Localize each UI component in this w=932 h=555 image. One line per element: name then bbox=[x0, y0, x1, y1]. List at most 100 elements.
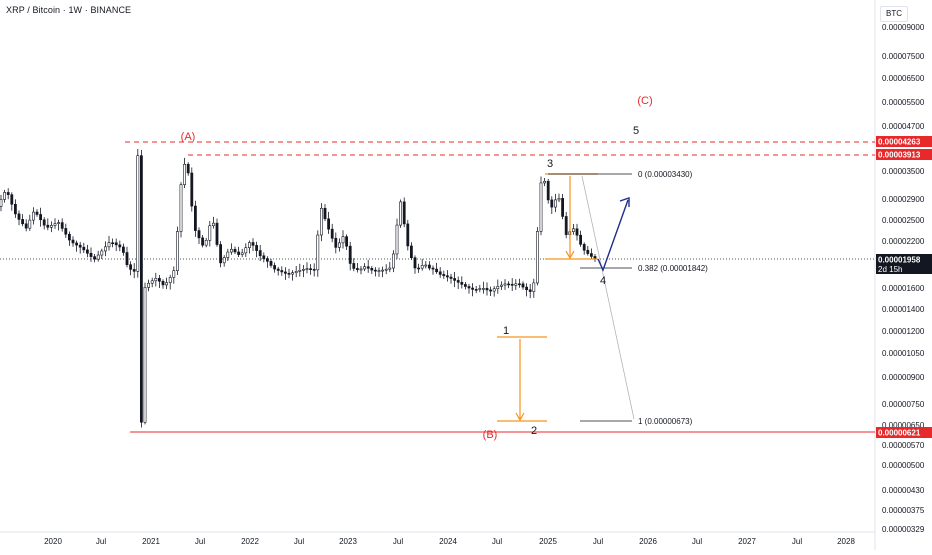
x-tick-label: 2022 bbox=[241, 537, 259, 546]
candle-body bbox=[406, 223, 410, 247]
y-tick-label: 0.00004700 bbox=[882, 122, 925, 131]
x-tick-label: Jul bbox=[593, 537, 603, 546]
candle-body bbox=[481, 288, 485, 290]
y-tick-label: 0.00000900 bbox=[882, 373, 925, 382]
fib-level-label: 1 (0.00000673) bbox=[638, 417, 693, 426]
candle-body bbox=[186, 164, 190, 174]
candle-body bbox=[298, 270, 302, 272]
candle-body bbox=[262, 255, 266, 259]
candle-body bbox=[535, 231, 539, 284]
candle-body bbox=[557, 198, 561, 201]
wave5-arrowhead bbox=[619, 197, 630, 207]
candle-body bbox=[445, 275, 449, 278]
y-tick-label: 0.00009000 bbox=[882, 23, 925, 32]
x-tick-label: 2027 bbox=[738, 537, 756, 546]
candle-body bbox=[503, 283, 507, 286]
candle-body bbox=[453, 278, 457, 281]
x-tick-label: 2025 bbox=[539, 537, 557, 546]
candle-body bbox=[492, 288, 496, 292]
candle-body bbox=[104, 246, 107, 252]
price-tag bbox=[876, 427, 932, 438]
candle-body bbox=[291, 272, 295, 275]
candle-body bbox=[341, 236, 345, 244]
candle-body bbox=[28, 219, 32, 229]
y-tick-label: 0.00002200 bbox=[882, 237, 925, 246]
x-tick-label: Jul bbox=[692, 537, 702, 546]
candle-body bbox=[265, 258, 269, 262]
y-tick-label: 0.00001600 bbox=[882, 284, 925, 293]
candle-body bbox=[395, 224, 399, 255]
candle-body bbox=[190, 172, 194, 207]
candle-body bbox=[582, 244, 586, 251]
price-tag-label: 0.00000621 bbox=[878, 429, 921, 438]
x-tick-label: 2021 bbox=[142, 537, 160, 546]
price-tag-countdown: 2d 15h bbox=[878, 265, 902, 274]
candle-body bbox=[10, 194, 14, 205]
y-tick-label: 0.00000329 bbox=[882, 525, 925, 534]
candle-body bbox=[39, 214, 43, 221]
candle-body bbox=[525, 286, 529, 291]
candle-body bbox=[309, 268, 313, 270]
candle-body bbox=[161, 280, 165, 286]
candle-body bbox=[107, 242, 111, 248]
candle-body bbox=[64, 228, 68, 235]
candle-body bbox=[165, 282, 169, 286]
candle-body bbox=[546, 180, 550, 201]
candle-body bbox=[467, 286, 471, 289]
chart-title: XRP / Bitcoin · 1W · BINANCE bbox=[6, 5, 132, 15]
candle-body bbox=[366, 266, 370, 269]
y-tick-label: 0.00006500 bbox=[882, 74, 925, 83]
candle-body bbox=[532, 282, 536, 292]
y-tick-label: 0.00007500 bbox=[882, 52, 925, 61]
candle-body bbox=[49, 225, 53, 228]
candle-body bbox=[377, 270, 381, 272]
candle-body bbox=[280, 270, 284, 273]
candle-body bbox=[158, 278, 161, 282]
candle-body bbox=[409, 245, 413, 259]
candle-body bbox=[197, 230, 201, 239]
x-tick-label: Jul bbox=[195, 537, 205, 546]
candle-body bbox=[237, 251, 241, 255]
candle-body bbox=[6, 192, 10, 195]
price-tag-label: 0.00003913 bbox=[878, 151, 921, 160]
candle-body bbox=[456, 280, 460, 283]
candle-body bbox=[114, 242, 118, 246]
candle-body bbox=[312, 268, 316, 271]
y-tick-label: 0.00000500 bbox=[882, 461, 925, 470]
candle-body bbox=[471, 287, 475, 290]
candle-body bbox=[435, 268, 439, 273]
y-tick-label: 0.00000750 bbox=[882, 400, 925, 409]
candle-body bbox=[316, 234, 320, 271]
candle-body bbox=[147, 282, 151, 288]
candle-body bbox=[539, 182, 543, 232]
candle-body bbox=[586, 249, 590, 254]
candle-body bbox=[283, 271, 287, 274]
x-tick-label: 2020 bbox=[44, 537, 62, 546]
candle-body bbox=[0, 199, 3, 207]
candle-body bbox=[82, 246, 86, 251]
candle-body bbox=[438, 271, 442, 275]
candle-body bbox=[463, 284, 467, 287]
candle-body bbox=[258, 250, 262, 257]
candle-body bbox=[517, 283, 521, 286]
price-tag bbox=[876, 149, 932, 160]
wave-label: 1 bbox=[503, 325, 509, 337]
candle-body bbox=[89, 252, 93, 257]
candle-body bbox=[352, 263, 356, 269]
candle-body bbox=[129, 264, 133, 270]
candle-body bbox=[172, 270, 176, 278]
candle-body bbox=[474, 289, 478, 291]
currency-button[interactable]: BTC bbox=[880, 6, 908, 22]
candle-body bbox=[449, 276, 453, 279]
candle-body bbox=[337, 242, 341, 248]
candle-body bbox=[276, 268, 280, 271]
candle-body bbox=[111, 242, 115, 245]
candle-body bbox=[132, 269, 136, 272]
candle-body bbox=[373, 269, 377, 272]
candle-body bbox=[42, 219, 46, 226]
candle-body bbox=[204, 239, 208, 246]
candle-body bbox=[305, 268, 309, 270]
candle-body bbox=[363, 266, 367, 270]
